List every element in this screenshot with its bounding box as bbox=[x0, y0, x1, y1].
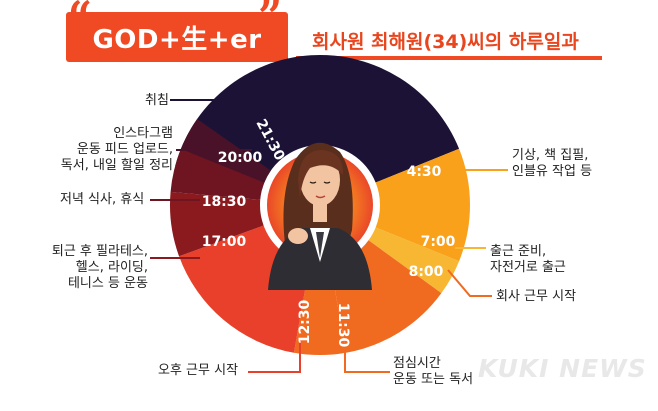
time-label-t1230: 12:30 bbox=[297, 299, 313, 344]
time-label-t1130: 11:30 bbox=[335, 303, 351, 348]
activity-afternoon: 오후 근무 시작 bbox=[158, 363, 239, 378]
time-label-t2000: 20:00 bbox=[218, 150, 263, 166]
time-label-t0800: 8:00 bbox=[409, 264, 444, 280]
activity-after-work: 퇴근 후 필라테스, 헬스, 라이딩, 테니스 등 운동 bbox=[51, 244, 148, 291]
segment-dinner bbox=[170, 148, 265, 200]
watermark-logo: KUKI NEWS bbox=[478, 354, 647, 383]
open-quote-mark: “ bbox=[68, 0, 93, 41]
leader-line-lunch bbox=[344, 345, 390, 373]
title-box: GOD+生+er bbox=[66, 12, 288, 62]
activity-commute: 출근 준비, 자전거로 출근 bbox=[490, 244, 566, 275]
leader-line-afternoon bbox=[248, 340, 301, 373]
segment-wake bbox=[375, 148, 471, 262]
segment-commute bbox=[368, 227, 460, 294]
activity-work: 회사 근무 시작 bbox=[496, 289, 577, 304]
leader-line-work bbox=[447, 269, 492, 297]
time-label-t0700: 7:00 bbox=[421, 234, 456, 250]
activity-instagram: 인스타그램 운동 피드 업로드, 독서, 내일 할일 정리 bbox=[60, 126, 173, 173]
person-illustration bbox=[268, 142, 372, 290]
activity-lunch: 점심시간 운동 또는 독서 bbox=[393, 356, 474, 387]
page-subtitle: 회사원 최해원(34)씨의 하루일과 bbox=[312, 31, 579, 53]
title-text: GOD+生+er bbox=[92, 24, 262, 55]
time-label-t1700: 17:00 bbox=[202, 234, 247, 250]
segment-after-work bbox=[170, 191, 264, 257]
subtitle-underline bbox=[296, 56, 602, 60]
close-quote-mark: ” bbox=[258, 0, 283, 41]
activity-dinner: 저녁 식사, 휴식 bbox=[60, 192, 145, 207]
time-label-t0430: 4:30 bbox=[407, 164, 442, 180]
time-label-t1830: 18:30 bbox=[202, 194, 247, 210]
activity-sleep: 취침 bbox=[145, 93, 169, 108]
activity-wake: 기상, 책 집필, 인블유 작업 등 bbox=[512, 148, 593, 179]
